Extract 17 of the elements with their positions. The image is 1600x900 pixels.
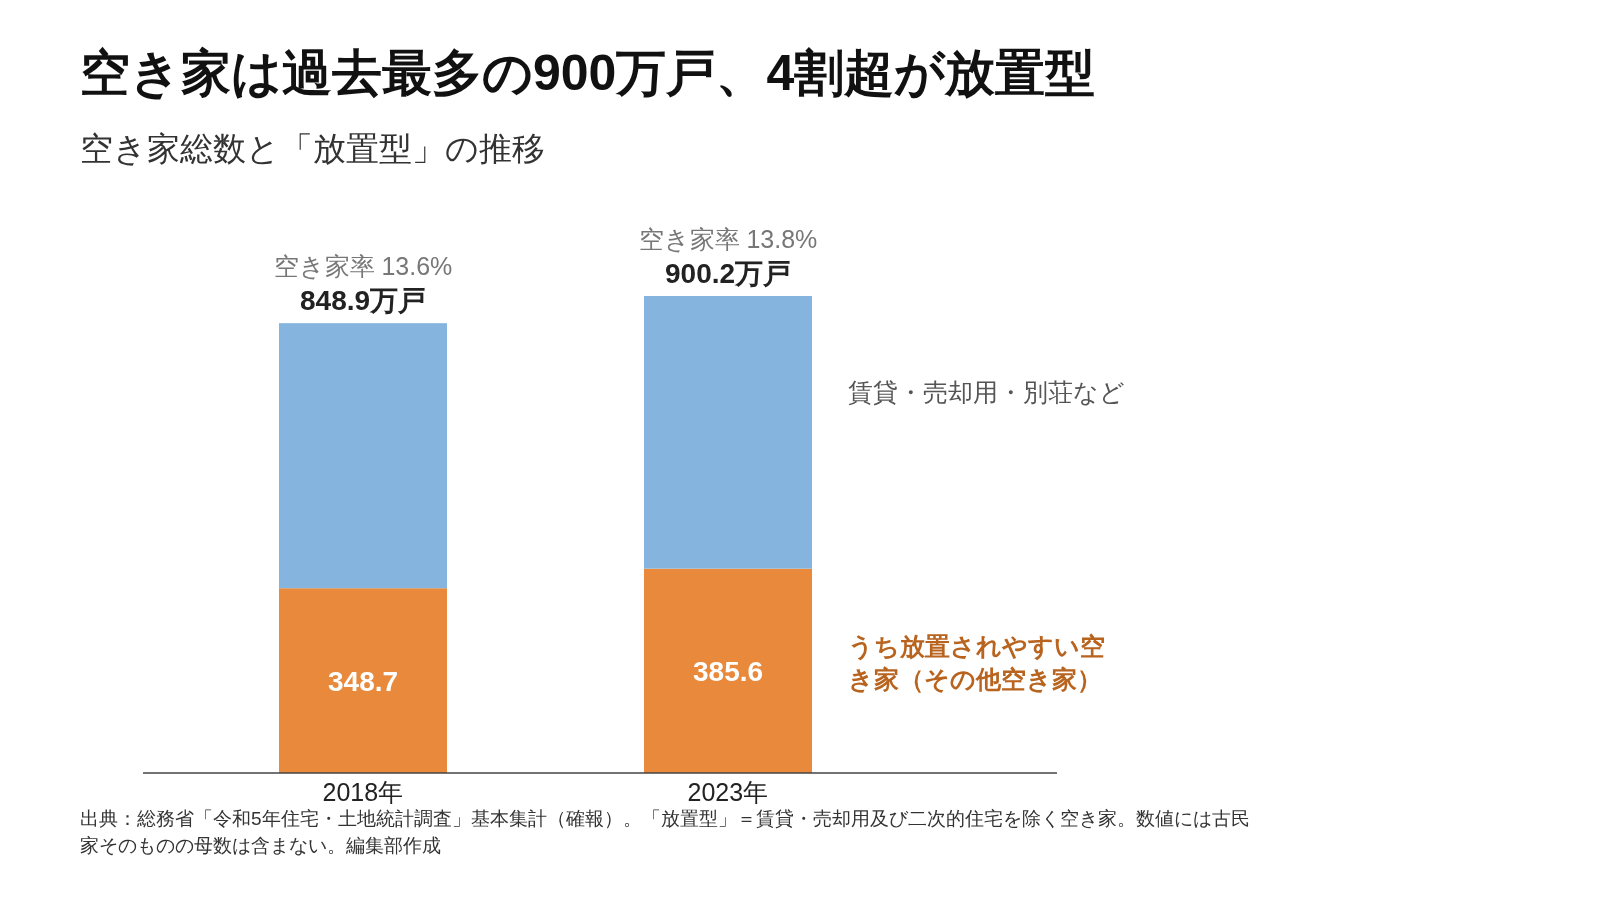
data-label: 348.7 (328, 664, 399, 699)
data-label: 385.6 (693, 654, 764, 689)
source-note: 出典：総務省「令和5年住宅・土地統計調査」基本集計（確報）。「放置型」＝賃貸・売却用及び二次的住宅を除く空き家。数値には古民家そのものの母数は含まない。編集部作成 (80, 807, 1250, 858)
bar (644, 568, 812, 773)
series-label: うち放置されやすい空き家（その他空き家） (848, 631, 1106, 695)
bar (279, 323, 447, 589)
total-label: 900.2万戸 (665, 257, 792, 291)
text: 空き家率 13.8% (638, 224, 818, 255)
total-label: 848.9万戸 (300, 284, 427, 319)
chart-subtitle: 空き家総数と「放置型」の推移 (80, 129, 545, 169)
x-tick-label: 2018年 (322, 777, 404, 808)
bar (644, 296, 812, 569)
bar (279, 588, 447, 773)
x-tick-label: 2023年 (687, 777, 769, 808)
chart-title: 空き家は過去最多の900万戸、4割超が放置型 (80, 44, 1096, 103)
series-label: 賃貸・売却用・別荘など (848, 376, 1126, 408)
text: 空き家率 13.6% (273, 251, 453, 283)
